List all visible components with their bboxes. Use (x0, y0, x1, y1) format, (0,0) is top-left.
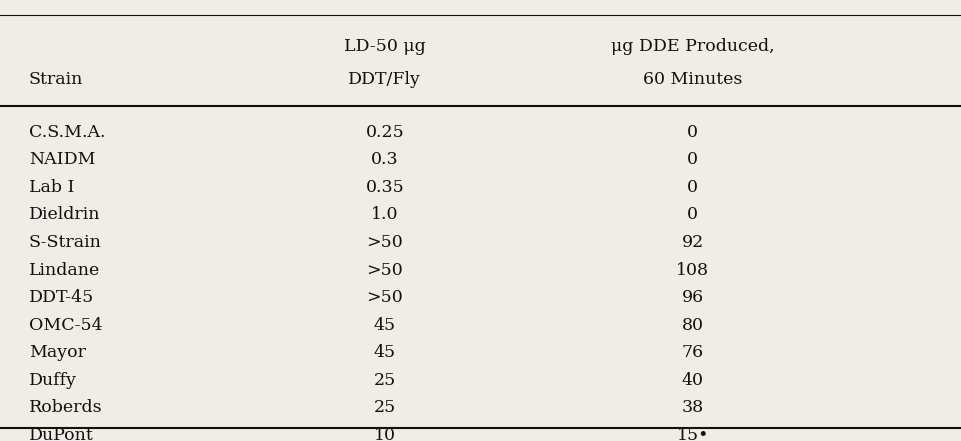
Text: Dieldrin: Dieldrin (29, 206, 100, 224)
Text: 45: 45 (374, 344, 395, 361)
Text: 1.0: 1.0 (371, 206, 398, 224)
Text: 60 Minutes: 60 Minutes (642, 71, 742, 88)
Text: 15•: 15• (676, 427, 708, 441)
Text: DDT/Fly: DDT/Fly (348, 71, 421, 88)
Text: DDT-45: DDT-45 (29, 289, 94, 306)
Text: 0: 0 (686, 124, 698, 141)
Text: 0: 0 (686, 206, 698, 224)
Text: OMC-54: OMC-54 (29, 317, 103, 334)
Text: DuPont: DuPont (29, 427, 93, 441)
Text: 0: 0 (686, 179, 698, 196)
Text: Lab I: Lab I (29, 179, 74, 196)
Text: NAIDM: NAIDM (29, 151, 95, 168)
Text: 38: 38 (681, 400, 702, 416)
Text: Duffy: Duffy (29, 372, 77, 389)
Text: 76: 76 (681, 344, 702, 361)
Text: C.S.M.A.: C.S.M.A. (29, 124, 106, 141)
Text: LD-50 μg: LD-50 μg (344, 38, 425, 55)
Text: 45: 45 (374, 317, 395, 334)
Text: Roberds: Roberds (29, 400, 103, 416)
Text: Strain: Strain (29, 71, 84, 88)
Text: 25: 25 (373, 400, 396, 416)
Text: μg DDE Produced,: μg DDE Produced, (610, 38, 774, 55)
Text: 0: 0 (686, 151, 698, 168)
Text: 10: 10 (374, 427, 395, 441)
Text: Mayor: Mayor (29, 344, 86, 361)
Text: >50: >50 (366, 289, 403, 306)
Text: 80: 80 (681, 317, 702, 334)
Text: 0.3: 0.3 (371, 151, 398, 168)
Text: 92: 92 (680, 234, 703, 251)
Text: 40: 40 (681, 372, 702, 389)
Text: 0.25: 0.25 (365, 124, 404, 141)
Text: >50: >50 (366, 234, 403, 251)
Text: 108: 108 (676, 262, 708, 279)
Text: 25: 25 (373, 372, 396, 389)
Text: >50: >50 (366, 262, 403, 279)
Text: S-Strain: S-Strain (29, 234, 102, 251)
Text: Lindane: Lindane (29, 262, 100, 279)
Text: 96: 96 (681, 289, 702, 306)
Text: 0.35: 0.35 (365, 179, 404, 196)
